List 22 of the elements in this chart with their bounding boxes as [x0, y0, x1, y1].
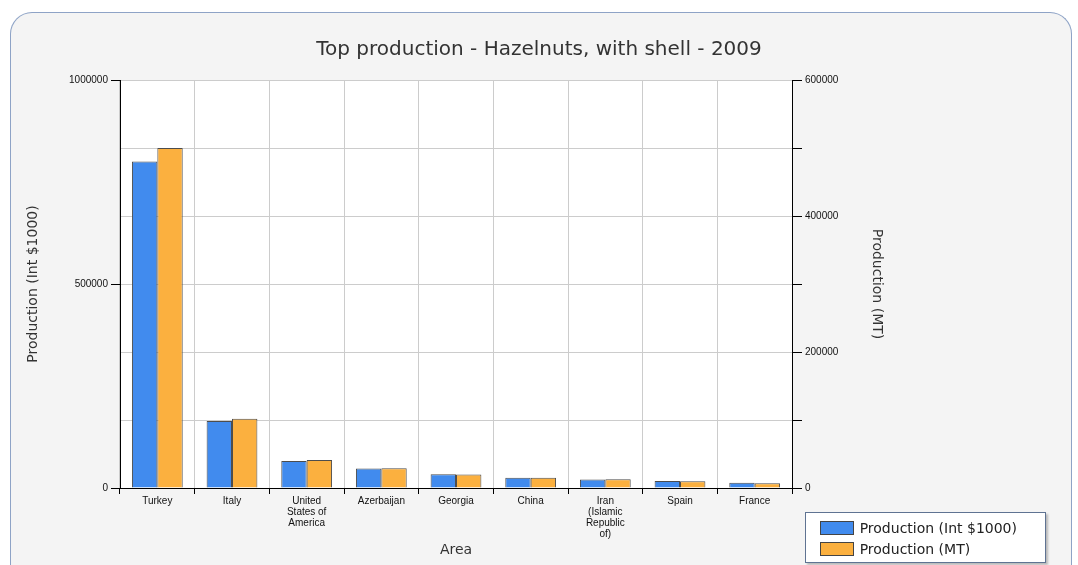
x-tick-label: Turkey: [142, 495, 173, 507]
x-axis-title: Area: [439, 541, 473, 558]
x-tick-label: United States of America: [286, 495, 327, 529]
x-tick-label: Spain: [667, 495, 693, 507]
x-tick-label: France: [739, 495, 771, 507]
x-tick-label: Azerbaijan: [357, 495, 405, 507]
y-tick-label: 0: [102, 481, 109, 493]
y2-tick-label: 0: [805, 481, 811, 493]
x-tick-label: Iran (Islamic Republic of): [585, 495, 625, 540]
y-axis-title: Production (Int $1000): [23, 205, 40, 363]
x-tick-label: China: [517, 495, 545, 507]
y2-tick-label: 400000: [805, 209, 839, 221]
x-tick-label: Georgia: [438, 495, 475, 507]
legend-label: Production (Int $1000): [859, 519, 1017, 536]
legend-label: Production (MT): [859, 540, 971, 557]
y2-axis-title: Production (MT): [870, 228, 887, 340]
y2-tick-label: 200000: [805, 345, 839, 357]
y-tick-label: 1000000: [69, 73, 109, 85]
x-tick-label: Italy: [222, 495, 242, 507]
y-tick-label: 500000: [74, 277, 109, 289]
chart-title: Top production - Hazelnuts, with shell - 2009: [315, 36, 762, 61]
y2-tick-label: 600000: [805, 73, 839, 85]
